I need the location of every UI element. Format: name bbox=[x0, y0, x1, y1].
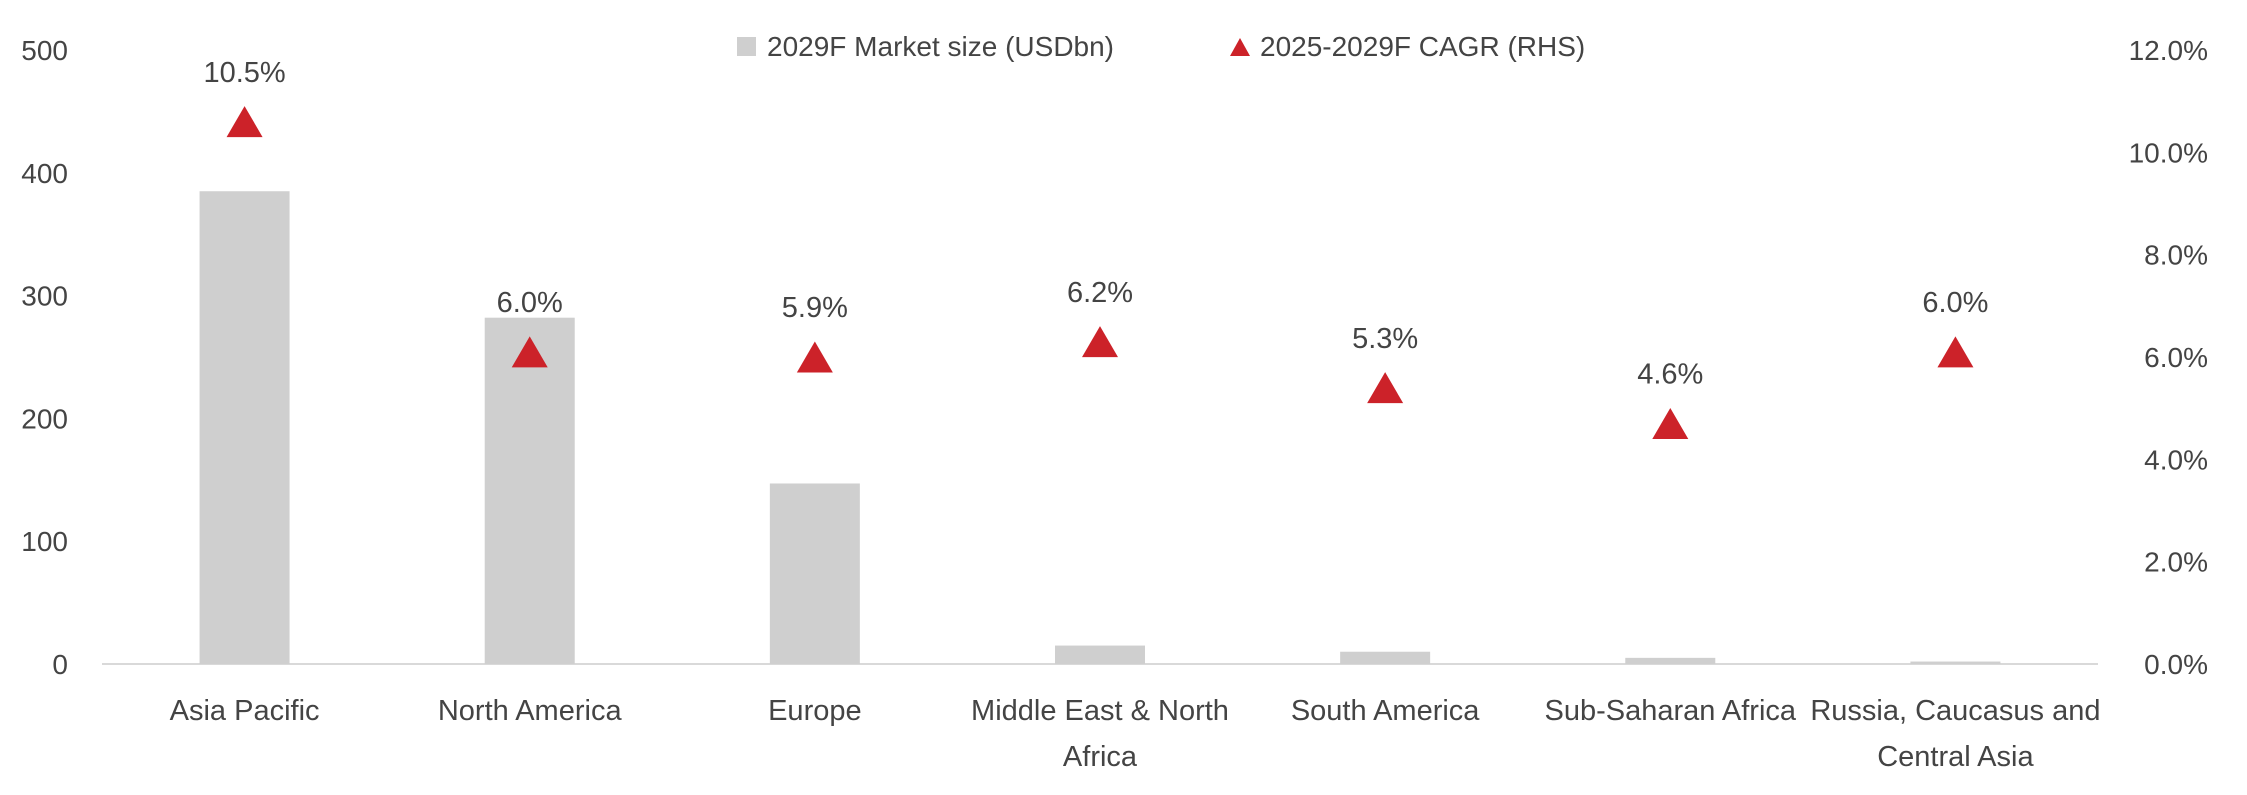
cagr-marker bbox=[1082, 326, 1118, 358]
category-labels: Asia Pacific North America Europe Middle Ea… bbox=[170, 695, 2101, 773]
category-label: Africa bbox=[1063, 741, 1138, 773]
category-label: Sub-Saharan Africa bbox=[1545, 695, 1797, 727]
cagr-data-label: 5.9% bbox=[782, 292, 848, 324]
legend-triangle-label: 2025-2029F CAGR (RHS) bbox=[1260, 31, 1585, 62]
y-right-tick-label: 10.0% bbox=[2129, 137, 2208, 168]
y-right-tick-label: 4.0% bbox=[2144, 444, 2208, 475]
y-right-tick-label: 6.0% bbox=[2144, 342, 2208, 373]
data-labels: 10.5% 6.0% 5.9% 6.2% 5.3% 4.6% 6.0% bbox=[203, 57, 1988, 391]
y-right-tick-label: 2.0% bbox=[2144, 547, 2208, 578]
legend-bar-label: 2029F Market size (USDbn) bbox=[767, 31, 1114, 62]
bar bbox=[1910, 661, 2001, 664]
bar bbox=[1340, 651, 1431, 664]
cagr-data-label: 5.3% bbox=[1352, 323, 1418, 355]
cagr-marker bbox=[226, 106, 263, 138]
axes: 0 100 200 300 400 500 0.0% 2.0% 4.0% 6.0% 8.0% 10.0… bbox=[21, 35, 2208, 680]
bar bbox=[199, 191, 290, 664]
cagr-data-label: 6.0% bbox=[1922, 287, 1988, 319]
y-left-tick-label: 400 bbox=[21, 158, 68, 189]
legend: 2029F Market size (USDbn) 2025-2029F CAG… bbox=[737, 31, 1585, 62]
y-left-tick-label: 100 bbox=[21, 526, 68, 557]
category-label: South America bbox=[1291, 695, 1480, 727]
y-left-tick-label: 300 bbox=[21, 281, 68, 312]
bar bbox=[1055, 645, 1145, 664]
y-left-tick-label: 200 bbox=[21, 403, 68, 434]
cagr-marker bbox=[796, 341, 833, 373]
bars bbox=[199, 191, 2001, 664]
y-left-tick-label: 0 bbox=[52, 649, 68, 680]
bar bbox=[484, 317, 575, 664]
legend-triangle-swatch bbox=[1230, 38, 1250, 56]
cagr-data-label: 6.2% bbox=[1067, 277, 1133, 309]
cagr-data-label: 10.5% bbox=[203, 57, 285, 89]
legend-bar-swatch bbox=[737, 37, 756, 56]
category-label: Central Asia bbox=[1877, 741, 2034, 773]
y-right-tick-label: 0.0% bbox=[2144, 649, 2208, 680]
cagr-marker bbox=[1367, 372, 1404, 404]
bar bbox=[1625, 657, 1716, 664]
cagr-marker bbox=[511, 336, 548, 368]
y-right-tick-label: 8.0% bbox=[2144, 240, 2208, 271]
category-label: Russia, Caucasus and bbox=[1810, 695, 2100, 727]
cagr-marker bbox=[1937, 336, 1974, 368]
category-label: North America bbox=[438, 695, 623, 727]
cagr-data-label: 4.6% bbox=[1637, 359, 1703, 391]
bar bbox=[769, 483, 860, 664]
category-label: Asia Pacific bbox=[170, 695, 320, 727]
category-label: Europe bbox=[768, 695, 862, 727]
markers bbox=[226, 106, 1974, 439]
category-label: Middle East & North bbox=[971, 695, 1229, 727]
y-right-tick-label: 12.0% bbox=[2129, 35, 2208, 66]
cagr-marker bbox=[1652, 407, 1689, 439]
y-left-tick-label: 500 bbox=[21, 35, 68, 66]
cagr-data-label: 6.0% bbox=[497, 287, 563, 319]
